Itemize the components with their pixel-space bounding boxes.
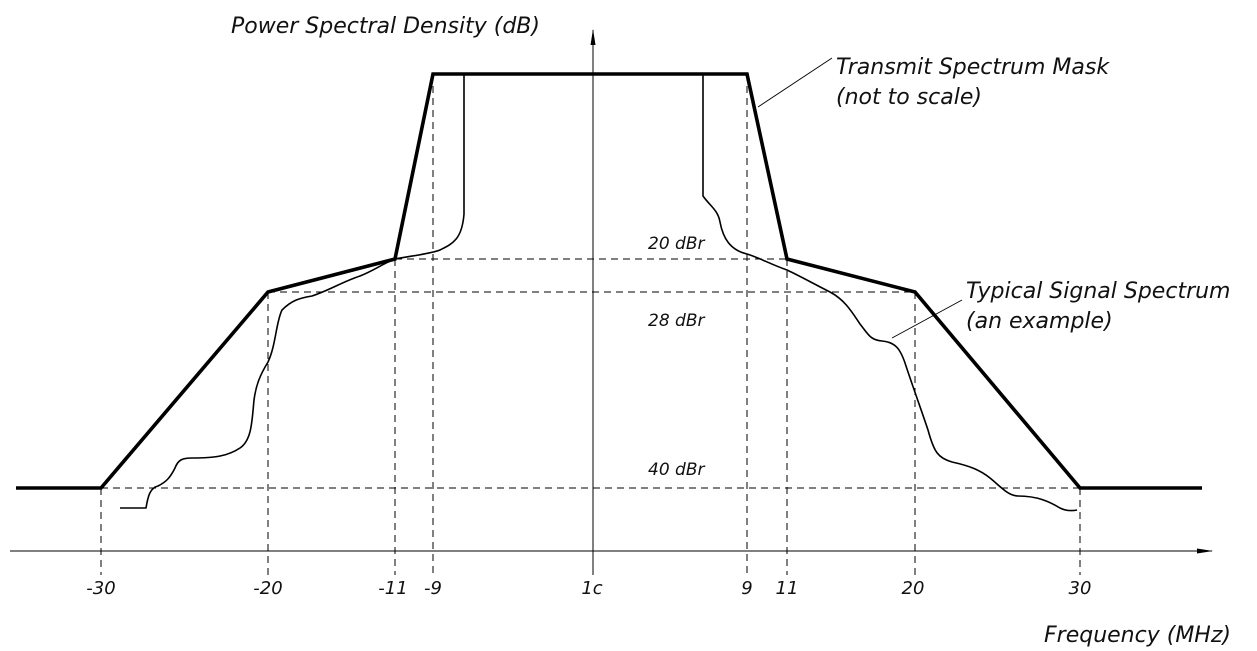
signal-spectrum-curve-right <box>702 74 1078 512</box>
tick-label: 30 <box>1069 578 1092 599</box>
tick-label: -20 <box>253 578 282 599</box>
mask-label-note: (not to scale) <box>836 85 982 110</box>
transmit-spectrum-mask <box>16 72 1202 490</box>
x-tick-labels: -30 -20 -11 -9 1c 9 11 20 30 <box>86 578 1091 599</box>
tick-label: 1c <box>581 578 602 599</box>
tick-label: 20 <box>902 578 925 599</box>
level-label-20dbr: 20 dBr <box>648 234 705 254</box>
mask-label-leader <box>757 57 833 108</box>
tick-label: -9 <box>424 578 442 599</box>
y-axis-title: Power Spectral Density (dB) <box>231 14 540 39</box>
tick-label: 9 <box>741 578 752 599</box>
tick-label: 11 <box>776 578 799 599</box>
signal-label: Typical Signal Spectrum <box>966 279 1230 304</box>
x-axis-title: Frequency (MHz) <box>1044 623 1231 648</box>
tick-label: -11 <box>378 578 407 599</box>
guide-lines <box>100 74 1081 575</box>
tick-label: -30 <box>86 578 115 599</box>
signal-label-leader <box>891 299 963 339</box>
signal-spectrum-curve <box>120 74 465 509</box>
level-label-28dbr: 28 dBr <box>648 311 705 331</box>
signal-label-note: (an example) <box>966 309 1113 334</box>
level-label-40dbr: 40 dBr <box>648 460 705 480</box>
mask-label: Transmit Spectrum Mask <box>836 55 1110 80</box>
